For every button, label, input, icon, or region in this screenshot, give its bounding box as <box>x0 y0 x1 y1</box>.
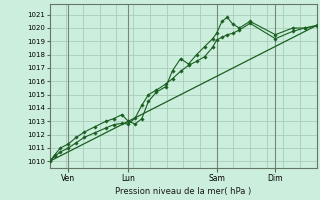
X-axis label: Pression niveau de la mer( hPa ): Pression niveau de la mer( hPa ) <box>115 187 251 196</box>
